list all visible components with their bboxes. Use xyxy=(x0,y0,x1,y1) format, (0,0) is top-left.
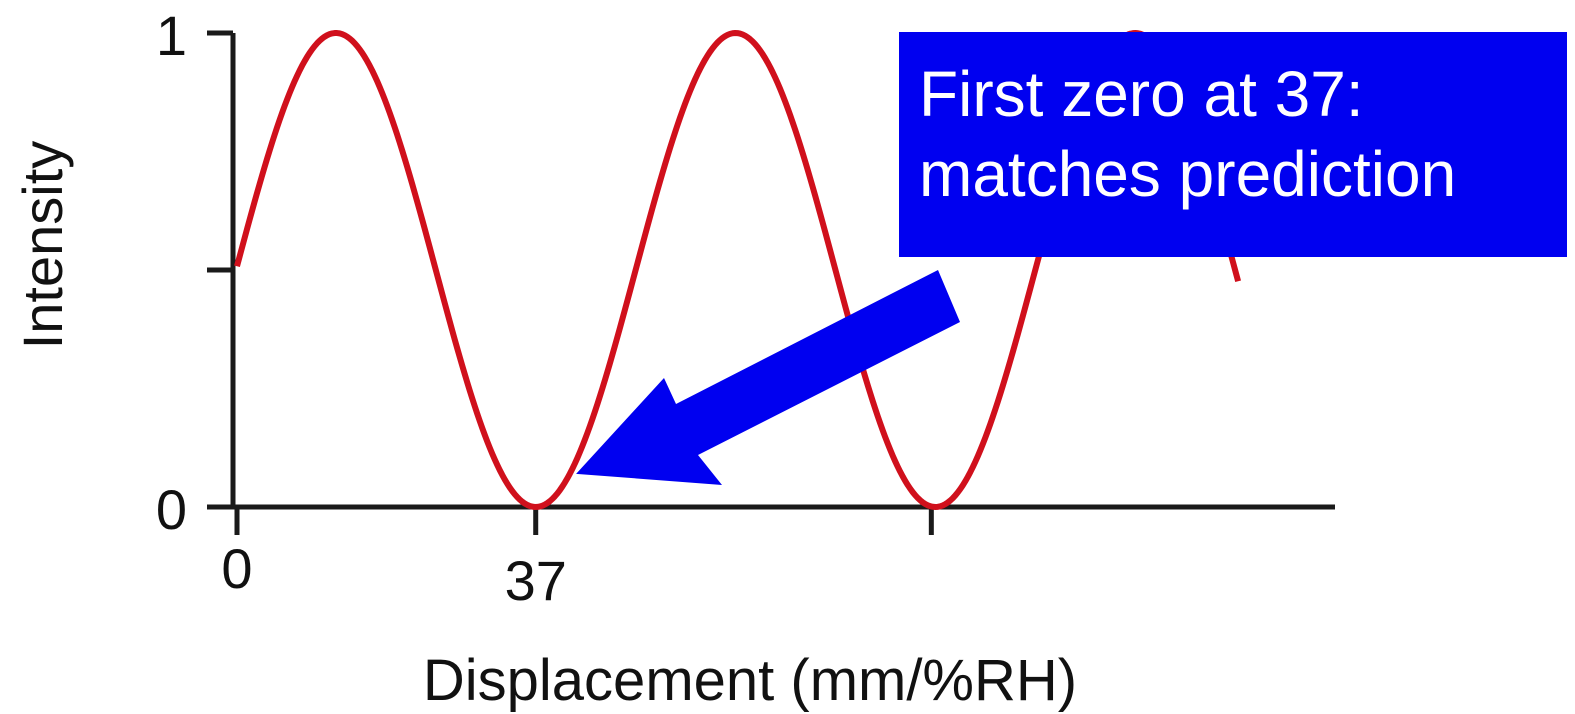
annotation-arrow-layer xyxy=(576,270,960,485)
annotation-arrow xyxy=(576,270,960,485)
x-tick-label: 0 xyxy=(221,537,252,600)
y-axis-title: Intensity xyxy=(11,141,74,350)
x-axis-title: Displacement (mm/%RH) xyxy=(423,648,1077,713)
axis-labels: Displacement (mm/%RH) Intensity xyxy=(11,141,1077,713)
annotation-callout: First zero at 37: matches prediction xyxy=(899,32,1567,257)
annotation-line-1: First zero at 37: xyxy=(919,58,1364,130)
y-tick-label: 0 xyxy=(156,478,187,541)
annotation-line-2: matches prediction xyxy=(919,138,1457,210)
y-tick-label: 1 xyxy=(156,4,187,67)
ticks: 0 1 0 37 xyxy=(156,4,934,612)
x-tick-label: 37 xyxy=(505,549,567,612)
